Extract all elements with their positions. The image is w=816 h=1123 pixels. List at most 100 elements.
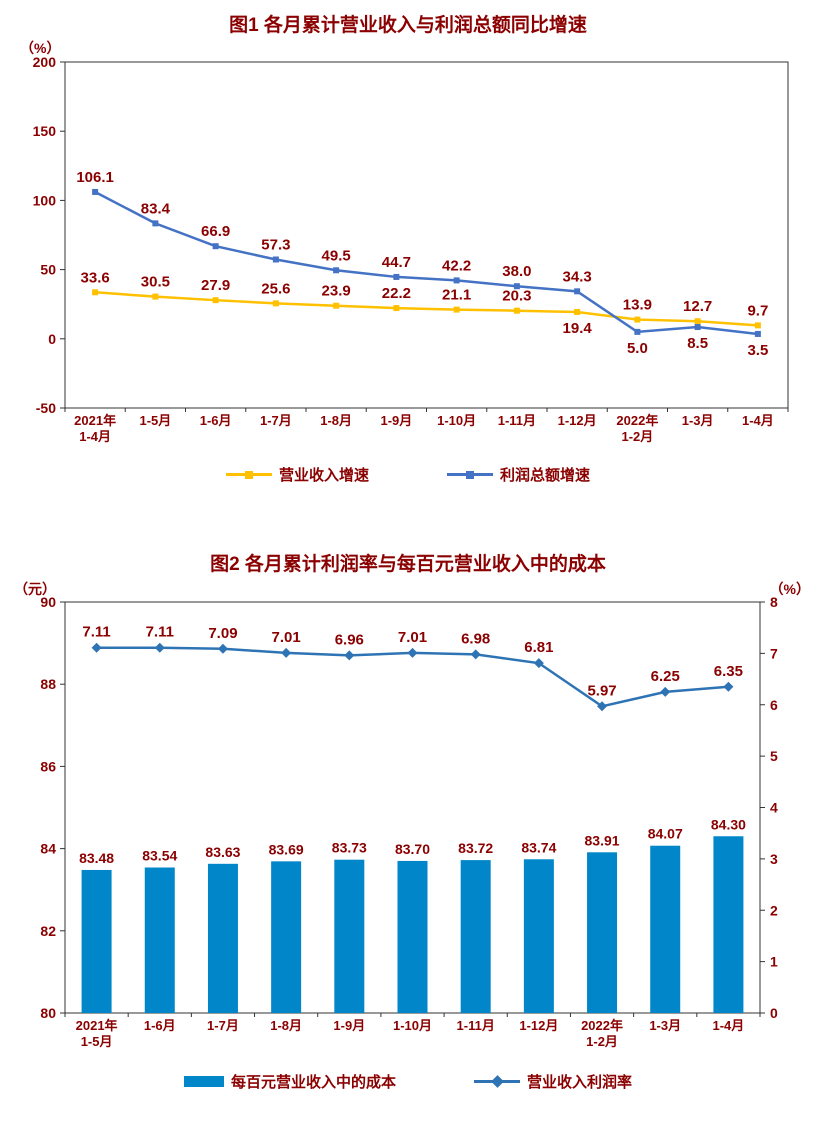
x-tick-label: 1-9月 [380, 413, 412, 428]
legend-label-profit-growth: 利润总额增速 [500, 467, 591, 484]
revenue-growth-marker [272, 300, 279, 307]
legend-item-profit-margin: 营业收入利润率 [474, 1071, 632, 1092]
right-y-tick-label: 8 [770, 594, 778, 610]
revenue-growth-line-swatch [225, 470, 272, 480]
revenue-growth-data-label: 33.6 [81, 269, 110, 286]
profit-margin-data-label: 5.97 [587, 682, 616, 699]
cost-per-100-yuan-data-label: 83.74 [521, 839, 556, 855]
plot-border [64, 61, 789, 409]
cost-per-100-yuan-bar [713, 836, 744, 1013]
profit-margin-data-label: 6.35 [714, 663, 743, 680]
x-tick-label: 1-9月 [333, 1018, 365, 1033]
profit-margin-data-label: 7.11 [146, 624, 174, 641]
profit-margin-marker [723, 681, 734, 692]
right-y-tick-label: 3 [770, 851, 778, 867]
profit-growth-data-label: 38.0 [502, 263, 531, 280]
chart1-legend: 营业收入增速 利润总额增速 [0, 464, 816, 485]
profit-growth-marker [333, 267, 340, 274]
legend-bar-icon [183, 1076, 224, 1087]
cost-per-100-yuan-data-label: 83.48 [79, 850, 114, 866]
cost-per-100-yuan-bar [587, 852, 618, 1013]
cost-per-100-yuan-data-label: 83.72 [458, 840, 493, 856]
legend-label-revenue-growth: 营业收入增速 [278, 467, 369, 484]
x-tick-label: 1-6月 [200, 413, 232, 428]
profit-margin-data-label: 7.01 [272, 629, 301, 646]
cost-per-100-yuan-bar [81, 869, 112, 1013]
left-y-tick-label: 86 [40, 758, 56, 774]
profit-margin-marker [533, 658, 544, 669]
x-tick-label: 1-7月 [260, 413, 292, 428]
y-tick-label: 50 [40, 262, 56, 278]
profit-margin-marker [597, 701, 608, 712]
profit-growth-marker [754, 330, 761, 337]
profit-growth-marker [513, 283, 520, 290]
right-y-tick-label: 0 [770, 1005, 778, 1021]
legend-square-marker-icon [244, 470, 253, 479]
chart1-y-axis-unit: （%） [20, 40, 61, 56]
profit-growth-marker [574, 288, 581, 295]
cost-per-100-yuan-data-label: 84.07 [648, 826, 683, 842]
profit-growth-marker [634, 328, 641, 335]
cost-per-100-yuan-data-label: 83.63 [205, 844, 240, 860]
profit-growth-data-label: 44.7 [382, 254, 411, 271]
profit-margin-marker [344, 650, 355, 661]
legend-label-profit-margin: 营业收入利润率 [527, 1074, 633, 1091]
revenue-growth-marker [513, 307, 520, 314]
x-tick-label: 1-12月 [558, 413, 597, 428]
revenue-growth-data-label: 9.7 [747, 302, 768, 319]
revenue-growth-line [95, 291, 758, 327]
revenue-growth-marker [453, 306, 460, 313]
profit-growth-marker [393, 273, 400, 280]
profit-growth-data-label: 83.4 [141, 200, 171, 217]
revenue-growth-marker [92, 289, 99, 296]
x-tick-label: 2021年 1-4月 [74, 413, 116, 444]
cost-per-100-yuan-data-label: 83.54 [142, 848, 177, 864]
revenue-growth-marker [754, 322, 761, 329]
chart1-section: 图1 各月累计营业收入与利润总额同比增速 （%） 200 150 100 50 0 -50… [0, 0, 816, 515]
right-y-tick-label: 5 [770, 748, 778, 764]
revenue-growth-data-label: 13.9 [623, 297, 652, 314]
left-y-tick-label: 84 [40, 841, 56, 857]
x-tick-label: 1-12月 [519, 1018, 558, 1033]
legend-diamond-marker-icon [491, 1075, 504, 1088]
x-tick-label: 2022年 1-2月 [581, 1018, 623, 1049]
right-y-tick-label: 4 [770, 800, 778, 816]
profit-margin-marker [217, 643, 228, 654]
revenue-growth-data-label: 27.9 [201, 277, 230, 294]
profit-margin-data-label: 6.98 [461, 630, 490, 647]
profit-growth-line [94, 190, 759, 336]
profit-margin-marker [407, 647, 418, 658]
x-tick-label: 1-8月 [270, 1018, 302, 1033]
x-tick-label: 1-3月 [649, 1018, 681, 1033]
profit-margin-marker [154, 642, 165, 653]
profit-growth-marker [152, 220, 159, 227]
profit-margin-data-label: 6.96 [335, 631, 364, 648]
revenue-growth-data-label: 20.3 [502, 288, 531, 305]
cost-per-100-yuan-bar [460, 860, 491, 1013]
y-tick-label: 200 [33, 54, 57, 70]
x-tick-label: 2022年 1-2月 [616, 413, 658, 444]
right-y-tick-label: 2 [770, 902, 778, 918]
left-y-tick-label: 82 [40, 923, 56, 939]
profit-margin-marker [281, 647, 292, 658]
x-tick-label: 1-3月 [682, 413, 714, 428]
cost-per-100-yuan-bar [523, 859, 554, 1013]
revenue-growth-marker [634, 316, 641, 323]
cost-per-100-yuan-bar [650, 845, 681, 1013]
legend-item-profit-growth: 利润总额增速 [447, 464, 590, 485]
profit-margin-data-label: 6.25 [651, 668, 680, 685]
x-tick-label: 2021年 1-5月 [76, 1018, 118, 1049]
cost-per-100-yuan-bar [334, 859, 365, 1013]
y-tick-label: 0 [48, 331, 56, 347]
revenue-growth-data-label: 12.7 [683, 298, 712, 315]
profit-margin-line-swatch [474, 1075, 520, 1088]
profit-growth-data-label: 3.5 [747, 342, 768, 359]
profit-growth-marker [694, 324, 701, 331]
right-y-tick-label: 1 [770, 954, 778, 970]
cost-per-100-yuan-bar [144, 867, 175, 1013]
profit-growth-marker [453, 277, 460, 284]
profit-margin-data-label: 6.81 [524, 639, 553, 656]
cost-per-100-yuan-data-label: 83.91 [585, 832, 620, 848]
x-tick-label: 1-7月 [207, 1018, 239, 1033]
